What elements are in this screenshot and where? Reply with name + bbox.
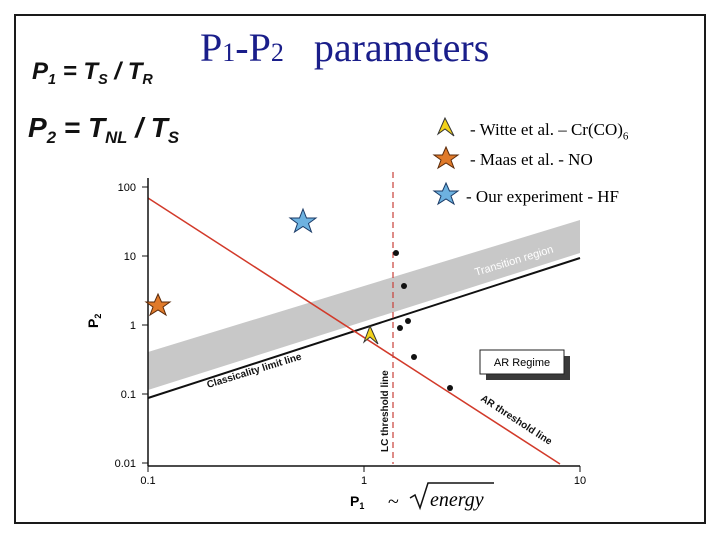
ar-regime-box: [479, 349, 565, 375]
sqrt-symbol: [409, 482, 494, 511]
proportional-symbol: ~: [388, 491, 399, 513]
data-point: [397, 325, 403, 331]
x-tick-label: 10: [574, 475, 586, 487]
y-tick-label: 1: [130, 320, 136, 332]
orange-star-icon: [144, 292, 172, 317]
x-tick-label: 1: [361, 475, 367, 487]
ar-regime-label: AR Regime: [494, 357, 550, 369]
x-axis-label: P1: [350, 493, 364, 511]
yellow-triangle-icon: [362, 324, 379, 345]
data-point: [393, 250, 399, 256]
y-tick-label: 0.01: [115, 458, 136, 470]
data-point: [401, 283, 407, 289]
legend-our-experiment: - Our experiment - HF: [466, 187, 619, 206]
classicality-limit-line: [147, 257, 581, 399]
y-tick-label: 100: [118, 182, 136, 194]
slide-title: P1-P2 parameters: [200, 25, 490, 70]
y-tick-label: 0.1: [121, 389, 136, 401]
y-tick-label: 10: [124, 251, 136, 263]
y-axis-label: P2: [85, 314, 103, 328]
equation-p2: P2 = TNL / TS: [28, 112, 180, 147]
x-tick-label: 0.1: [140, 475, 155, 487]
energy-label: energy: [430, 489, 484, 511]
data-points: [393, 250, 453, 391]
legend-maas: - Maas et al. - NO: [470, 150, 593, 169]
blue-star-icon: [288, 207, 318, 234]
legend-background: [430, 113, 656, 217]
data-point: [405, 318, 411, 324]
transition-region-band: [148, 220, 580, 390]
legend-orange-star-icon: [432, 145, 460, 170]
equation-p1: P1 = TS / TR: [32, 58, 153, 89]
ar-threshold-line: [147, 197, 561, 465]
y-ticks: [142, 186, 148, 464]
legend-yellow-triangle-icon: [436, 116, 455, 137]
x-ticks: [147, 466, 581, 472]
legend-blue-star-icon: [432, 181, 460, 206]
lc-threshold-label: LC threshold line: [380, 370, 391, 452]
data-point: [411, 354, 417, 360]
data-point: [447, 385, 453, 391]
svg-text:P2: P2: [85, 314, 103, 328]
legend-witte: - Witte et al. – Cr(CO)6: [470, 120, 629, 143]
